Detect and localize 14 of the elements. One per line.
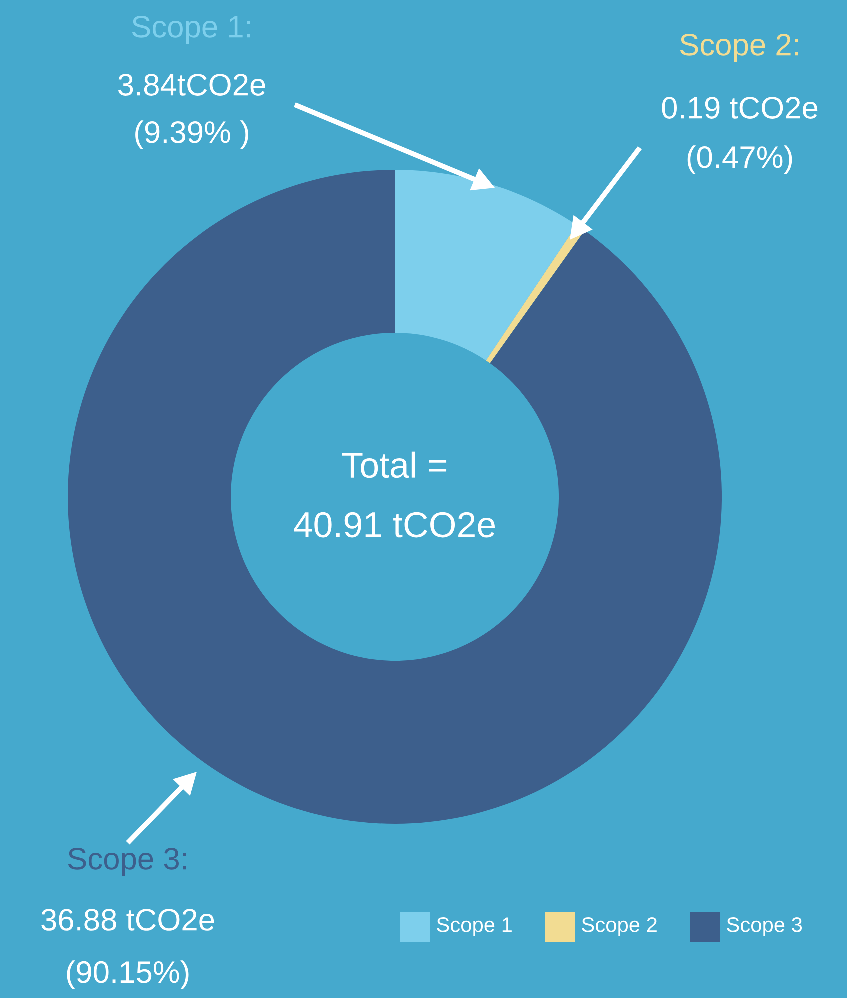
text: (90.15%): [67, 960, 189, 990]
text: 3.84tCO2e: [118, 74, 266, 96]
legend-label: Scope 1: [437, 918, 512, 936]
text: Total =: [342, 452, 447, 478]
text: Scope 3:: [68, 848, 186, 876]
legend-label: Scope 2: [582, 918, 657, 936]
text: (9.39% ): [136, 120, 248, 150]
text: Scope 1:: [132, 16, 250, 44]
text: (0.47%): [688, 146, 792, 174]
legend-label: Scope 3: [727, 918, 802, 936]
text: 36.88 tCO2e: [42, 909, 214, 931]
text: Scope 2:: [680, 34, 798, 62]
text: 0.19 tCO2e: [662, 97, 818, 119]
text: 40.91 tCO2e: [294, 512, 496, 538]
